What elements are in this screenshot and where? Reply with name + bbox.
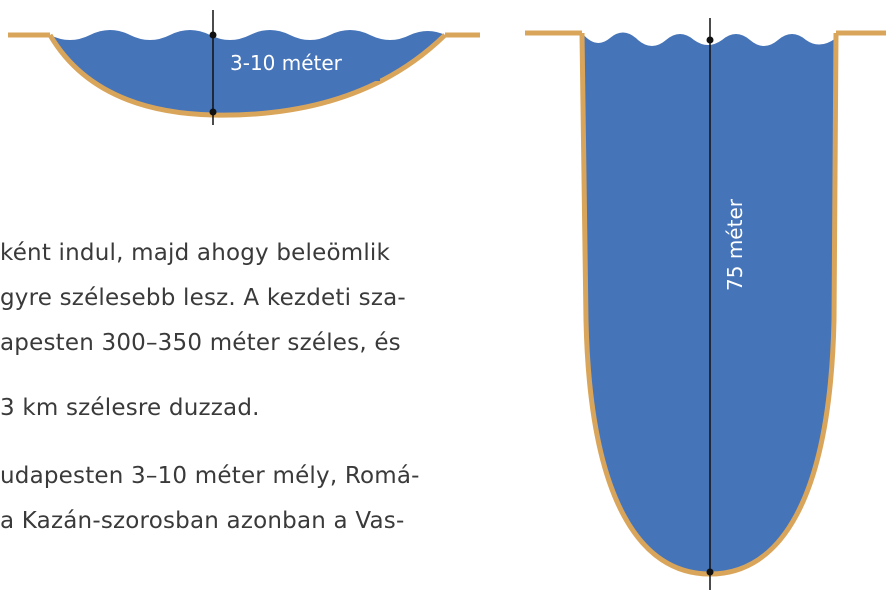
shallow-label: 3-10 méter [230,51,343,75]
shallow-profile: 3-10 méter [8,10,480,125]
text-line: gyre szélesebb lesz. A kezdeti sza- [0,285,406,311]
deep-label: 75 méter [723,198,747,291]
page: 3-10 méter 75 méter ként indul, majd aho… [0,0,886,590]
deep-profile: 75 méter [525,18,886,590]
text-line: ként indul, majd ahogy beleömlik [0,240,390,266]
text-line: a Kazán-szorosban azonban a Vas- [0,508,404,534]
text-line: 3 km szélesre duzzad. [0,395,260,421]
text-line: apesten 300–350 méter széles, és [0,330,401,356]
text-line: udapesten 3–10 méter mély, Romá- [0,463,420,489]
